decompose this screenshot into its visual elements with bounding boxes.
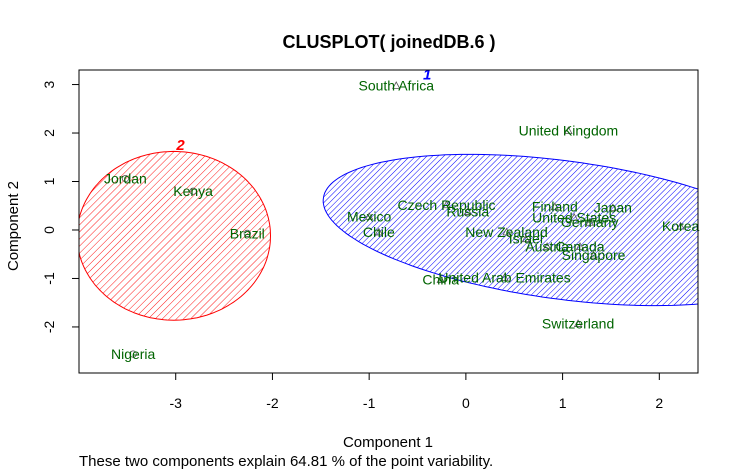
point-marker-finland	[550, 202, 560, 211]
point-label-germany: Germany	[561, 214, 619, 230]
point-label-israel: Israel	[509, 231, 543, 247]
point-marker-russia	[463, 207, 472, 215]
point-label-jordan: Jordan	[104, 171, 147, 187]
x-axis-title: Component 1	[343, 434, 433, 451]
point-marker-new-zealand	[502, 227, 511, 236]
cluster-1-ellipse	[322, 153, 698, 307]
point-marker-kenya	[189, 187, 197, 195]
x-tick-label: -1	[363, 395, 376, 411]
x-tick-label: -3	[169, 395, 182, 411]
point-label-canada: Canada	[555, 238, 604, 254]
x-tick-label: -2	[266, 395, 279, 411]
point-marker-united-arab-emirates	[500, 273, 509, 281]
point-label-czech-republic: Czech Republic	[398, 197, 496, 213]
y-tick-label: 0	[41, 226, 57, 234]
cluster-2-label: 2	[175, 137, 185, 154]
point-label-nigeria: Nigeria	[111, 346, 156, 362]
point-label-united-states: United States	[532, 209, 616, 225]
data-points: South Africa United Kingdom Czech Republic…	[104, 78, 699, 363]
y-tick-label: -1	[41, 272, 57, 285]
cluster-2-ellipse	[79, 150, 272, 321]
point-marker-israel	[521, 234, 531, 243]
point-label-mexico: Mexico	[347, 208, 392, 224]
point-marker-united-kingdom	[564, 126, 573, 134]
point-label-finland: Finland	[532, 199, 578, 215]
x-tick-label: 1	[559, 395, 567, 411]
point-marker-singapore	[589, 250, 598, 259]
point-label-south-africa: South Africa	[358, 78, 434, 94]
point-label-switzerland: Switzerland	[542, 316, 614, 332]
point-marker-south-africa	[392, 81, 401, 89]
y-tick-label: 3	[41, 80, 57, 88]
point-label-singapore: Singapore	[562, 247, 626, 263]
point-marker-czech-republic	[442, 200, 451, 209]
point-marker-jordan	[121, 174, 130, 183]
point-label-chile: Chile	[363, 224, 395, 240]
point-label-kenya: Kenya	[173, 183, 213, 199]
y-axis: -2 -1 0 1 2 3	[41, 80, 79, 333]
point-marker-mexico	[364, 212, 374, 220]
variability-footnote: These two components explain 64.81 % of …	[79, 453, 493, 470]
point-marker-united-states	[570, 213, 579, 221]
point-marker-japan	[608, 203, 618, 212]
y-tick-label: -2	[41, 321, 57, 334]
point-label-united-kingdom: United Kingdom	[519, 123, 619, 139]
point-marker-brazil	[243, 229, 251, 237]
point-label-japan: Japan	[594, 200, 632, 216]
point-marker-korea	[676, 221, 685, 230]
point-label-russia: Russia	[446, 204, 489, 220]
point-marker-china	[436, 275, 445, 283]
point-label-china: China	[422, 271, 459, 287]
point-label-new-zealand: New Zealand	[465, 224, 548, 240]
point-marker-nigeria	[129, 350, 137, 358]
x-tick-label: 0	[462, 395, 470, 411]
point-marker-austria	[542, 242, 552, 250]
y-tick-label: 2	[41, 129, 57, 137]
y-axis-title: Component 2	[5, 181, 22, 271]
point-marker-switzerland	[573, 319, 583, 327]
cluster-1-label: 1	[423, 67, 431, 84]
point-marker-germany	[585, 217, 594, 226]
cluster-labels: 12	[175, 67, 431, 154]
point-marker-canada	[575, 242, 585, 250]
point-label-brazil: Brazil	[230, 225, 265, 241]
y-tick-label: 1	[41, 177, 57, 185]
cluster-ellipses	[79, 150, 698, 321]
chart-title: CLUSPLOT( joinedDB.6 )	[283, 32, 496, 52]
point-label-austria: Austria	[525, 238, 569, 254]
x-tick-label: 2	[655, 395, 663, 411]
point-label-korea: Korea	[662, 218, 700, 234]
point-marker-chile	[374, 227, 383, 236]
plot-frame	[78, 69, 699, 374]
x-axis: -3 -2 -1 0 1 2	[169, 373, 663, 411]
point-label-united-arab-emirates: United Arab Emirates	[438, 269, 570, 285]
